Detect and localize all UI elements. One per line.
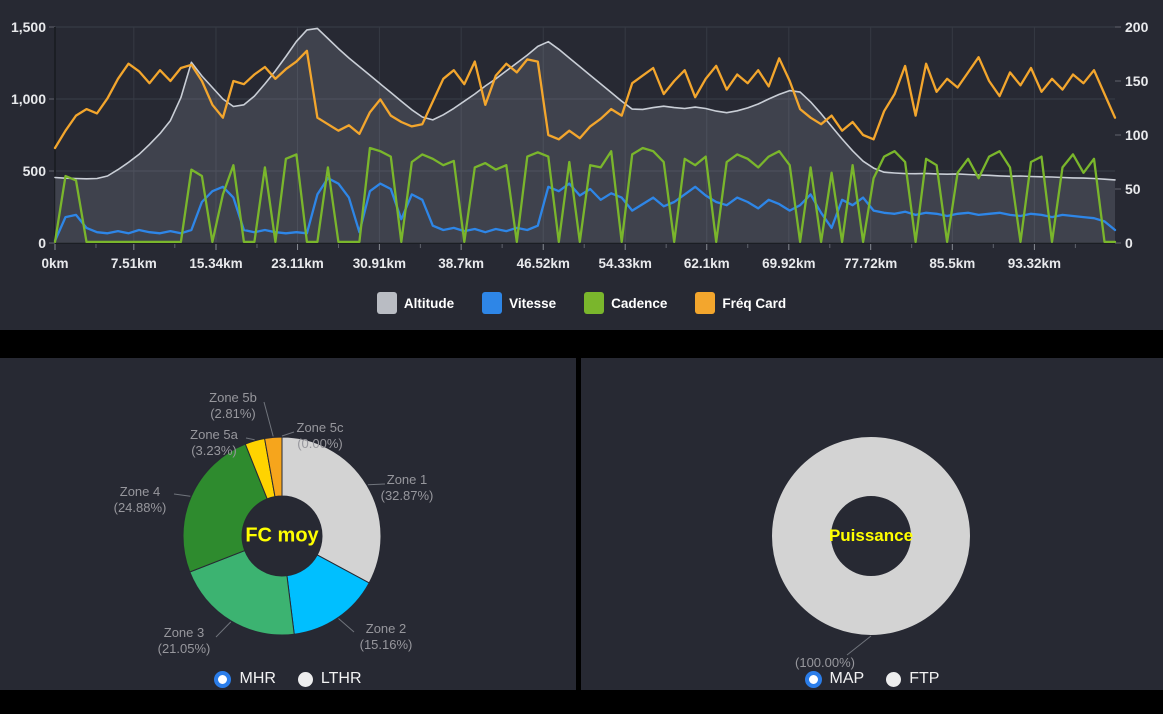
radio-label-map: MAP: [829, 670, 865, 687]
donut-slice-full[interactable]: [772, 437, 970, 635]
x-axis-tick-label: 7.51km: [111, 256, 157, 271]
legend-label-cadence: Cadence: [611, 295, 668, 311]
legend-item-cadence[interactable]: Cadence: [584, 292, 667, 314]
x-axis-tick-label: 30.91km: [353, 256, 406, 271]
right-axis-tick-label: 100: [1125, 127, 1149, 143]
radio-button-ftp[interactable]: [886, 671, 902, 687]
radio-label-mhr: MHR: [239, 670, 276, 687]
x-axis-tick-label: 77.72km: [844, 256, 897, 271]
right-axis-tick-label: 150: [1125, 73, 1149, 89]
radio-label-lthr: LTHR: [320, 670, 362, 687]
legend-swatch-fr-q-card: [695, 292, 716, 314]
left-axis-tick-label: 0: [38, 235, 46, 251]
zone-leader-line: [846, 635, 872, 656]
zone-leader-line: [281, 431, 295, 437]
series-line-vitesse: [53, 177, 1117, 242]
right-axis-tick-label: 200: [1125, 19, 1149, 35]
power-donut-center-label: Puissance: [828, 526, 914, 545]
x-axis-tick-label: 38.7km: [438, 256, 484, 271]
power-zones-donut-chart[interactable]: [581, 358, 1163, 690]
x-axis-tick-label: 23.11km: [271, 256, 324, 271]
x-axis-tick-label: 46.52km: [517, 256, 570, 271]
donut-slice-zone-3[interactable]: [189, 549, 295, 636]
radio-button-lthr[interactable]: [297, 671, 313, 687]
legend-swatch-vitesse: [482, 292, 503, 314]
legend-label-altitude: Altitude: [403, 295, 455, 311]
zone-label-zone-5b: Zone 5b (2.81%): [209, 390, 257, 421]
x-axis-tick-label: 54.33km: [599, 256, 652, 271]
left-axis-tick-label: 1,000: [11, 91, 46, 107]
zone-leader-line: [338, 618, 355, 633]
zone-label-zone-3: Zone 3 (21.05%): [157, 625, 211, 656]
radio-option-mhr[interactable]: MHR: [214, 670, 276, 688]
zone-label-total: (100.00%): [795, 655, 855, 670]
radio-option-ftp[interactable]: FTP: [886, 670, 939, 688]
radio-button-mhr[interactable]: [214, 670, 232, 688]
radio-option-lthr[interactable]: LTHR: [297, 670, 362, 688]
right-axis-tick-label: 0: [1125, 235, 1133, 251]
x-axis-tick-label: 93.32km: [1008, 256, 1061, 271]
series-line-fr-q-card: [53, 49, 1117, 150]
hr-metric-selector: MHR LTHR: [0, 670, 576, 688]
legend-label-fr-q-card: Fréq Card: [722, 295, 787, 311]
x-axis-tick-label: 62.1km: [684, 256, 730, 271]
legend-swatch-altitude: [376, 292, 397, 314]
x-axis-tick-label: 85.5km: [929, 256, 975, 271]
chart-legend: Altitude Vitesse Cadence Fréq Card: [0, 292, 1163, 314]
hr-zones-panel: FC moy MHR LTHR Zone 1 (32.87%) Zone 2 (15.1…: [0, 358, 576, 690]
x-axis-tick-label: 69.92km: [762, 256, 815, 271]
x-axis-tick-label: 0km: [41, 256, 68, 271]
zone-label-zone-5a: Zone 5a (3.23%): [190, 427, 238, 458]
legend-item-altitude[interactable]: Altitude: [376, 292, 455, 314]
right-axis-tick-label: 50: [1125, 181, 1141, 197]
zone-label-zone-1: Zone 1 (32.87%): [380, 472, 434, 503]
radio-option-map[interactable]: MAP: [804, 670, 865, 688]
legend-label-vitesse: Vitesse: [509, 295, 557, 311]
zone-leader-line: [215, 621, 232, 638]
legend-item-fr-q-card[interactable]: Fréq Card: [695, 292, 786, 314]
zone-leader-line: [367, 483, 386, 486]
donut-slice-zone-4[interactable]: [182, 443, 268, 573]
hr-zones-donut-chart[interactable]: [0, 358, 576, 690]
radio-label-ftp: FTP: [909, 670, 940, 687]
power-zones-panel: Puissance MAP FTP (100.00%): [581, 358, 1163, 690]
radio-button-map[interactable]: [804, 670, 822, 688]
zone-leader-line: [173, 493, 191, 497]
left-axis-tick-label: 1,500: [11, 19, 46, 35]
left-axis-tick-label: 500: [23, 163, 47, 179]
zone-label-zone-5c: Zone 5c (0.00%): [296, 420, 344, 451]
donut-slice-zone-1[interactable]: [281, 436, 382, 584]
legend-swatch-cadence: [584, 292, 605, 314]
zone-label-zone-4: Zone 4 (24.88%): [113, 484, 167, 515]
zone-leader-line: [263, 401, 274, 437]
zone-leader-line: [245, 437, 255, 441]
activity-chart-panel: 0 500 1,000 1,500 0 50 100 150 200 0km 7.51km 15.34…: [0, 0, 1163, 330]
zone-label-zone-2: Zone 2 (15.16%): [359, 621, 413, 652]
donut-slice-zone-5b[interactable]: [264, 436, 283, 498]
activity-line-chart[interactable]: 0 500 1,000 1,500 0 50 100 150 200 0km 7.51km 15.34…: [0, 0, 1163, 292]
hr-donut-center-label: FC moy: [245, 524, 319, 547]
x-axis-tick-label: 15.34km: [189, 256, 242, 271]
series-line-cadence: [53, 146, 1117, 244]
legend-item-vitesse[interactable]: Vitesse: [482, 292, 556, 314]
power-metric-selector: MAP FTP: [581, 670, 1163, 688]
